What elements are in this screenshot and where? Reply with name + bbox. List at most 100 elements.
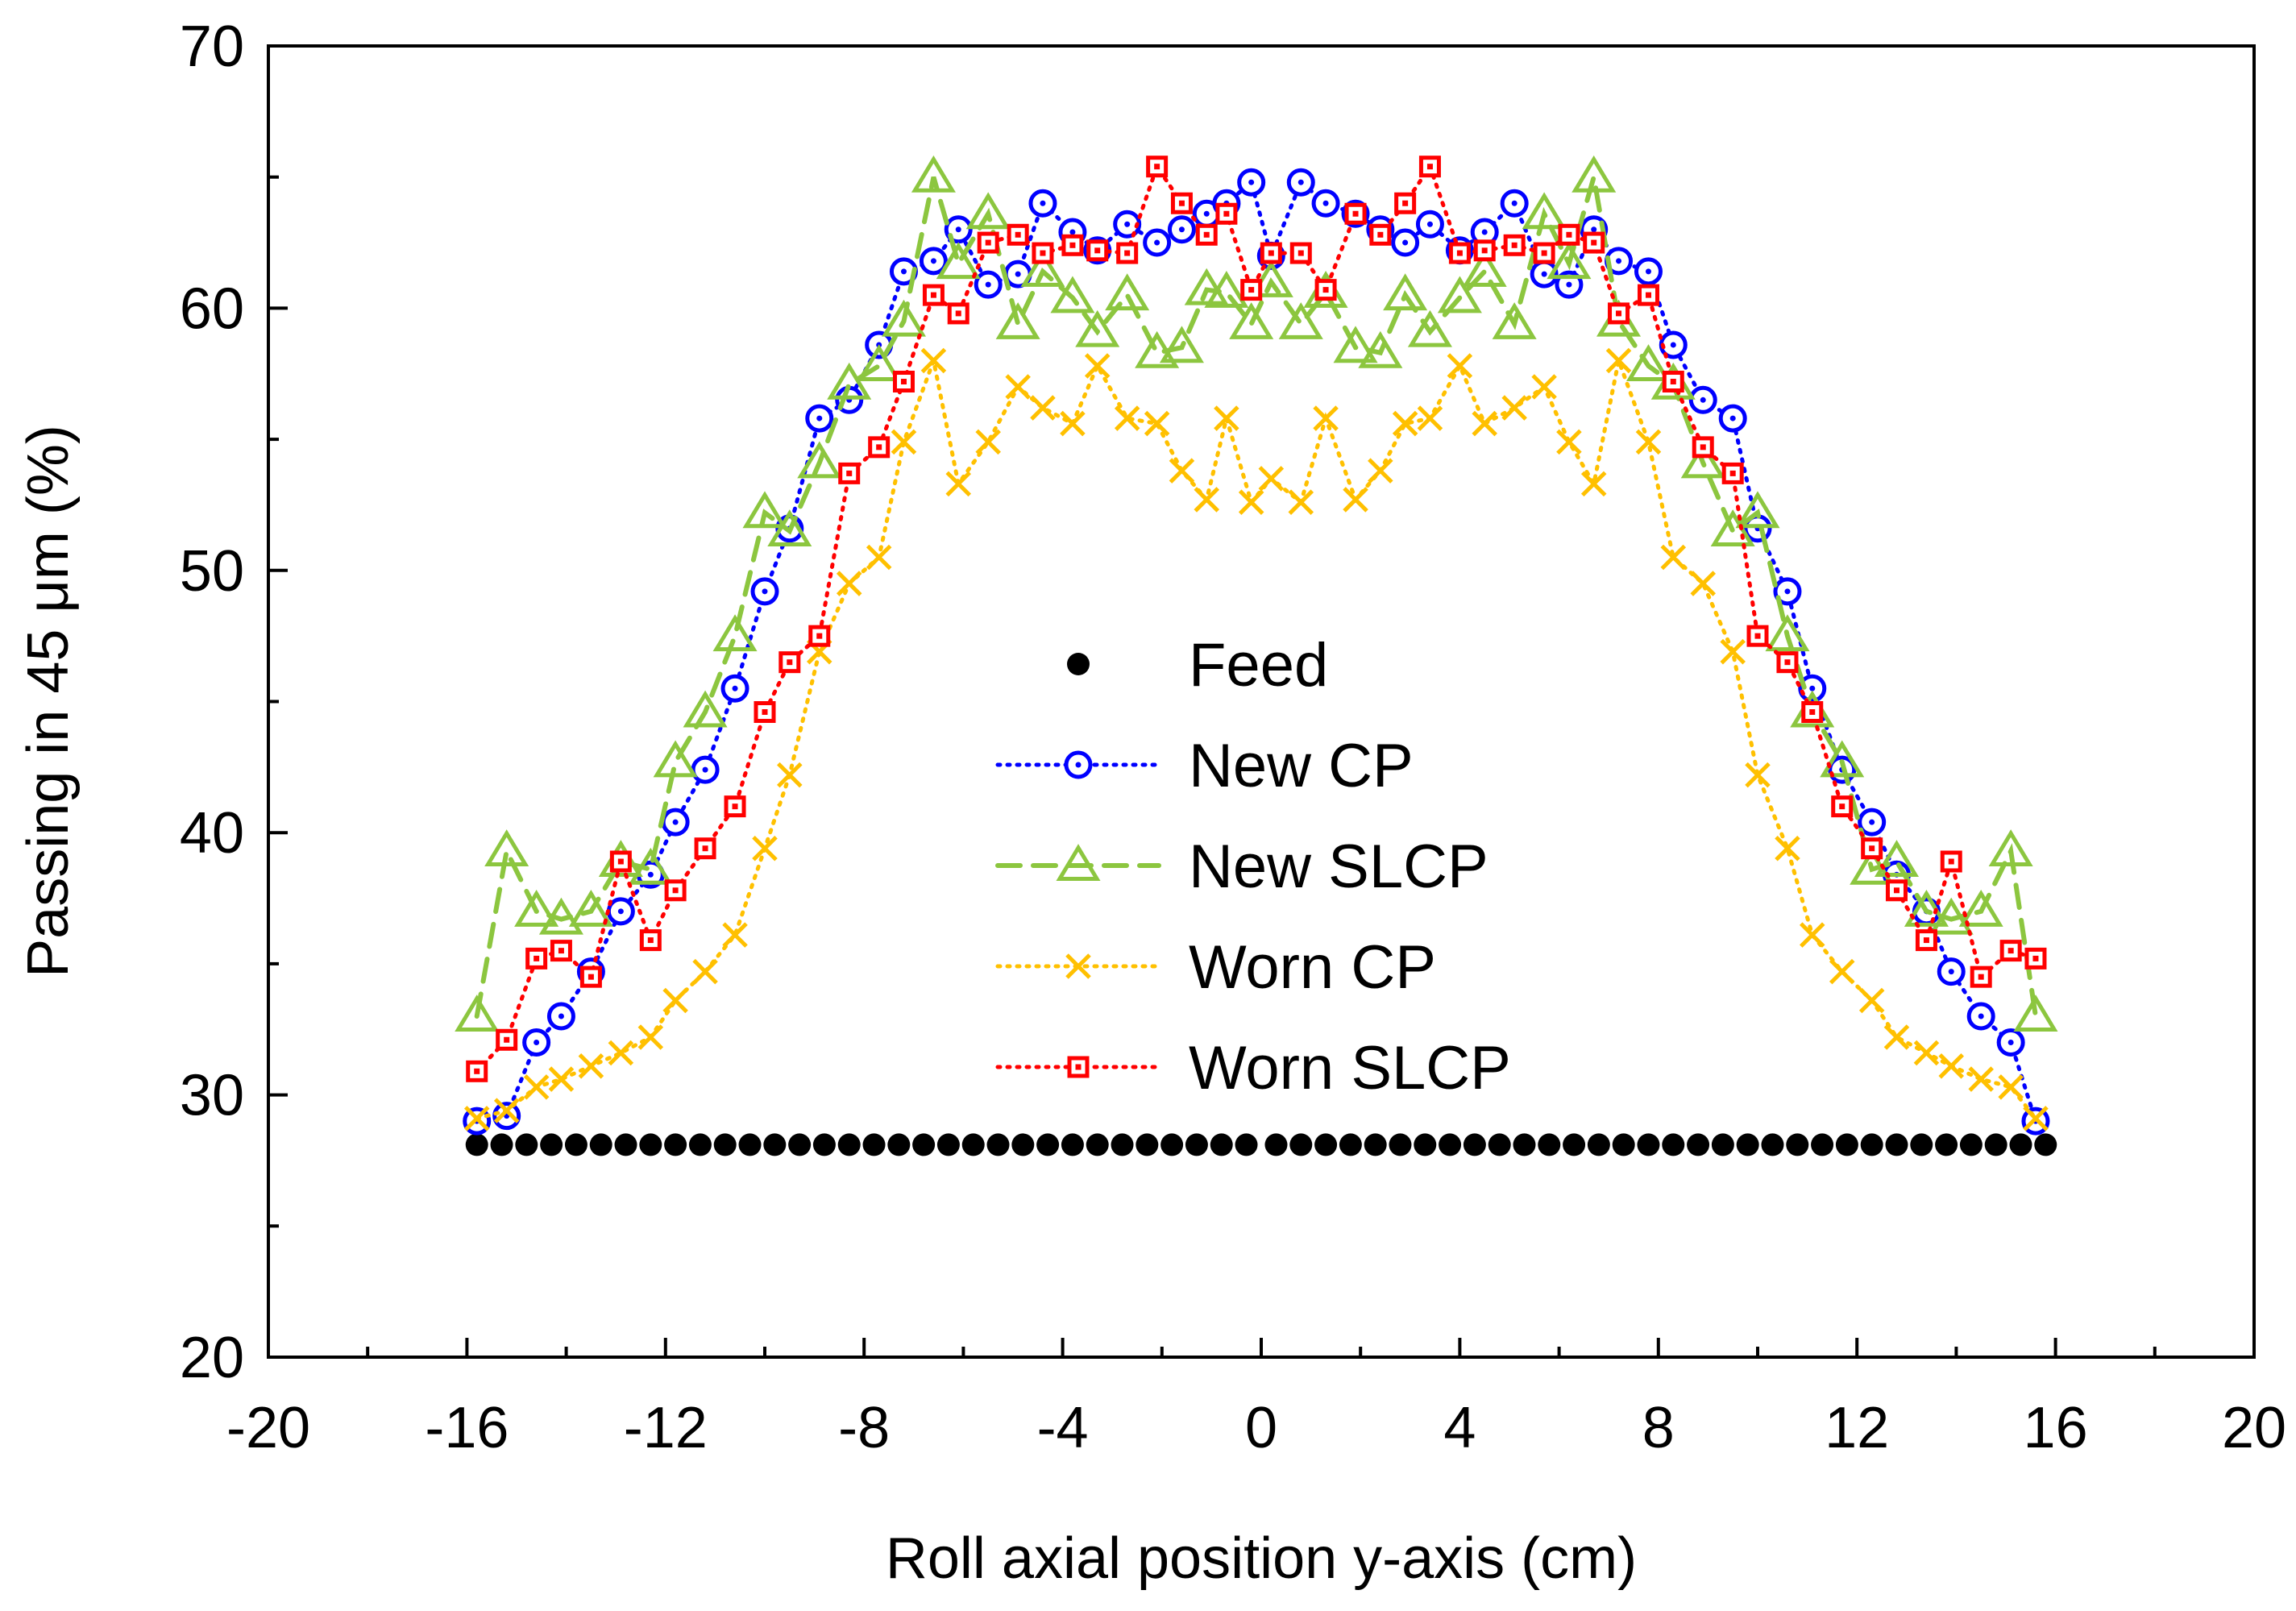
data-point-worn-cp — [1417, 405, 1443, 431]
data-point-new-slcp — [1462, 249, 1507, 287]
data-point-new-cp-dot — [900, 268, 907, 275]
data-point-new-slcp — [538, 897, 583, 935]
data-point-feed — [1086, 1133, 1109, 1156]
data-point-new-cp-dot — [1015, 271, 1021, 277]
data-point-worn-cp — [1938, 1053, 1965, 1079]
data-point-feed — [1959, 1133, 1983, 1156]
data-point-worn-cp — [1447, 353, 1473, 379]
data-point-new-slcp — [1492, 302, 1537, 339]
data-point-feed — [887, 1133, 911, 1156]
data-point-feed — [1761, 1133, 1784, 1156]
data-point-new-cp-dot — [1154, 239, 1160, 246]
data-point-worn-cp — [548, 1066, 575, 1092]
data-point-feed — [639, 1133, 662, 1156]
data-point-worn-slcp-dot — [1784, 659, 1791, 666]
data-point-new-slcp — [742, 491, 787, 529]
data-point-feed — [1860, 1133, 1883, 1156]
x-tick-label: -4 — [1037, 1396, 1089, 1460]
data-point-new-cp-dot — [1297, 179, 1304, 185]
data-point-worn-cp — [1030, 395, 1056, 421]
data-point-worn-slcp-dot — [1754, 633, 1761, 639]
data-point-new-slcp — [995, 302, 1040, 339]
data-point-new-slcp — [1820, 740, 1865, 778]
data-point-new-slcp — [1184, 268, 1229, 305]
data-point-feed — [862, 1133, 886, 1156]
data-point-worn-cp — [1114, 405, 1140, 431]
data-point-new-cp-dot — [1322, 200, 1329, 206]
series-worn-cp — [463, 347, 2049, 1131]
data-point-worn-cp — [1556, 429, 1582, 455]
data-point-worn-cp — [1775, 835, 1800, 862]
data-point-worn-cp — [608, 1040, 634, 1066]
data-point-worn-slcp-dot — [474, 1068, 480, 1074]
data-point-worn-slcp-dot — [1015, 231, 1021, 238]
data-point-new-slcp — [1050, 276, 1095, 313]
data-point-new-cp-dot — [1178, 226, 1185, 233]
y-tick-label: 20 — [180, 1326, 244, 1390]
data-point-worn-slcp-dot — [1124, 250, 1131, 256]
data-point-new-cp-dot — [1869, 819, 1875, 825]
data-point-feed — [1364, 1133, 1387, 1156]
data-point-new-cp-dot — [2007, 1040, 2014, 1046]
data-point-new-slcp — [653, 740, 698, 778]
y-axis-title: Passing in 45 μm (%) — [16, 425, 81, 978]
data-point-new-slcp — [797, 441, 842, 479]
data-point-worn-slcp-dot — [1178, 200, 1185, 206]
data-point-worn-cp — [752, 835, 778, 862]
data-point-new-cp-dot — [1948, 969, 1954, 975]
data-point-new-slcp — [568, 889, 613, 927]
data-point-worn-slcp-dot — [1223, 210, 1230, 217]
legend-label-new-slcp: New SLCP — [1189, 832, 1488, 901]
data-point-worn-cp — [1580, 471, 1607, 497]
data-point-worn-cp — [1829, 958, 1855, 985]
data-point-feed — [837, 1133, 861, 1156]
data-point-feed — [961, 1133, 985, 1156]
data-point-new-slcp — [881, 299, 926, 337]
data-point-new-cp-dot — [672, 819, 679, 825]
data-point-new-slcp — [1571, 155, 1617, 193]
data-point-worn-slcp-dot — [1203, 231, 1210, 238]
data-point-feed — [664, 1133, 687, 1156]
data-point-new-slcp — [1407, 309, 1452, 347]
data-point-worn-slcp-dot — [702, 845, 708, 852]
data-point-feed — [1612, 1133, 1635, 1156]
data-point-feed — [1885, 1133, 1908, 1156]
data-point-new-cp-dot — [558, 1013, 564, 1019]
data-point-new-cp-dot — [1124, 221, 1131, 227]
data-point-new-slcp — [1958, 889, 2003, 927]
data-point-new-slcp — [965, 192, 1011, 230]
data-point-worn-cp — [722, 922, 748, 948]
data-point-worn-cp — [1392, 410, 1418, 437]
data-point-feed — [1185, 1133, 1208, 1156]
data-point-worn-slcp-dot — [1040, 250, 1046, 256]
data-point-worn-slcp-dot — [762, 709, 768, 716]
data-point-worn-cp — [463, 1106, 490, 1131]
data-point-feed — [1835, 1133, 1858, 1156]
data-point-worn-slcp-dot — [846, 470, 853, 476]
y-tick-label: 30 — [180, 1064, 244, 1128]
data-point-feed — [1210, 1133, 1233, 1156]
data-point-worn-cp — [637, 1024, 664, 1050]
data-point-worn-cp — [692, 958, 718, 985]
y-tick-label: 40 — [180, 801, 244, 866]
data-point-worn-slcp-dot — [930, 292, 936, 298]
data-point-new-cp-dot — [1248, 179, 1255, 185]
data-point-feed — [1136, 1133, 1159, 1156]
data-point-worn-cp — [836, 571, 862, 596]
data-point-new-slcp — [1105, 273, 1150, 311]
data-point-worn-cp — [1531, 374, 1557, 400]
data-point-worn-slcp-dot — [672, 887, 679, 894]
data-point-worn-cp — [1745, 762, 1771, 788]
data-point-new-slcp — [1020, 249, 1065, 287]
data-point-worn-slcp-dot — [1268, 250, 1274, 256]
legend-label-new-cp: New CP — [1189, 732, 1414, 800]
data-point-worn-cp — [1060, 410, 1086, 437]
data-point-new-slcp — [712, 614, 758, 652]
legend-label-worn-slcp: Worn SLCP — [1189, 1034, 1511, 1102]
data-point-worn-slcp-dot — [1094, 247, 1101, 254]
data-point-worn-cp — [1313, 405, 1339, 431]
data-point-feed — [515, 1133, 538, 1156]
data-point-new-slcp — [628, 847, 673, 885]
data-point-feed — [763, 1133, 787, 1156]
data-point-worn-slcp-dot — [1511, 242, 1518, 248]
